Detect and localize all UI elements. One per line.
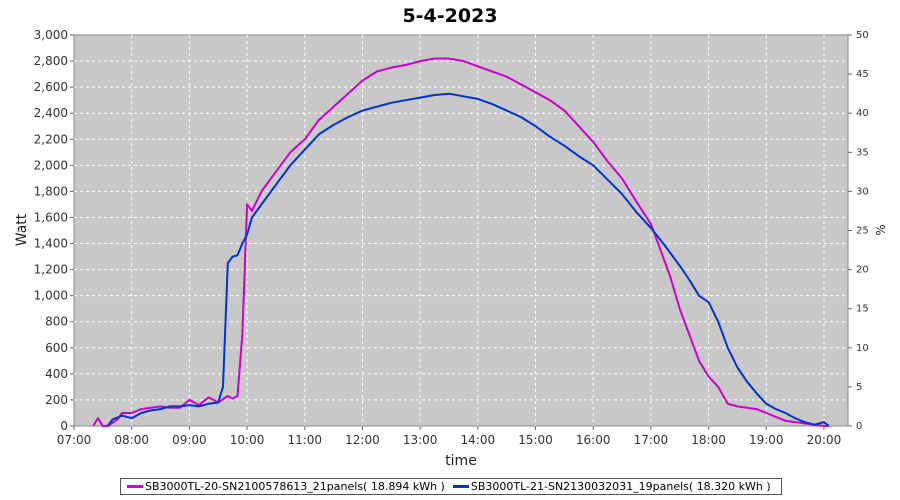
x-tick-label: 17:00 <box>634 433 669 447</box>
x-tick-label: 08:00 <box>114 433 149 447</box>
y2-tick-label: 0 <box>856 421 862 432</box>
y-tick-label: 2,600 <box>34 80 68 94</box>
y2-tick-label: 30 <box>856 186 869 197</box>
legend: SB3000TL-20-SN2100578613_21panels( 18.89… <box>120 478 782 495</box>
y-axis-left: 0 200 400 600 800 1,000 1,200 1,400 1,600 1,800 2,… <box>34 28 74 433</box>
x-tick-label: 15:00 <box>518 433 553 447</box>
y-tick-label: 400 <box>45 367 68 381</box>
y-tick-label: 2,400 <box>34 106 68 120</box>
y-tick-label: 1,400 <box>34 237 68 251</box>
y-tick-label: 3,000 <box>34 28 68 42</box>
y2-tick-label: 50 <box>856 30 869 41</box>
legend-label-1: SB3000TL-20-SN2100578613_21panels( 18.89… <box>145 480 445 493</box>
chart-title: 5-4-2023 <box>402 5 497 27</box>
x-tick-label: 19:00 <box>749 433 784 447</box>
x-tick-label: 07:00 <box>57 433 92 447</box>
y-tick-label: 1,000 <box>34 289 68 303</box>
y-axis-right: 0 5 10 15 20 25 30 35 40 45 50 <box>848 30 869 432</box>
x-tick-label: 10:00 <box>230 433 265 447</box>
legend-swatch-2 <box>452 485 469 488</box>
y-tick-label: 800 <box>45 315 68 329</box>
x-tick-label: 11:00 <box>287 433 322 447</box>
y2-tick-label: 15 <box>856 304 869 315</box>
y2-axis-title: % <box>874 224 888 235</box>
x-tick-label: 20:00 <box>807 433 842 447</box>
y-tick-label: 2,200 <box>34 132 68 146</box>
y2-tick-label: 35 <box>856 147 869 158</box>
y2-tick-label: 20 <box>856 265 869 276</box>
legend-label-2: SB3000TL-21-SN2130032031_19panels( 18.32… <box>470 480 771 493</box>
y-tick-label: 1,600 <box>34 210 68 224</box>
legend-entry-1: SB3000TL-20-SN2100578613_21panels( 18.89… <box>127 480 445 493</box>
y2-tick-label: 45 <box>856 69 869 80</box>
y2-tick-label: 5 <box>856 382 862 393</box>
y-tick-label: 1,200 <box>34 263 68 277</box>
y-tick-label: 600 <box>45 341 68 355</box>
y-tick-label: 2,000 <box>34 158 68 172</box>
y2-tick-label: 10 <box>856 343 869 354</box>
y2-tick-label: 40 <box>856 108 869 119</box>
legend-swatch-1 <box>127 485 143 488</box>
y2-tick-label: 25 <box>856 226 869 237</box>
series-line-2 <box>106 92 830 427</box>
x-axis-title: time <box>445 453 477 469</box>
y-axis-title: Watt <box>14 213 30 246</box>
y-tick-label: 0 <box>60 419 68 433</box>
x-tick-label: 14:00 <box>461 433 496 447</box>
plot-area <box>73 34 849 427</box>
x-tick-label: 16:00 <box>576 433 611 447</box>
series-lines <box>92 57 830 427</box>
y-tick-label: 2,800 <box>34 54 68 68</box>
x-axis: 07:00 08:00 09:00 10:00 11:00 12:00 13:00 14:00… <box>57 426 842 447</box>
x-tick-label: 13:00 <box>403 433 438 447</box>
legend-entry-2: SB3000TL-21-SN2130032031_19panels( 18.32… <box>452 480 771 493</box>
y-tick-label: 1,800 <box>34 184 68 198</box>
x-tick-label: 12:00 <box>345 433 380 447</box>
x-tick-label: 09:00 <box>172 433 207 447</box>
y-tick-label: 200 <box>45 393 68 407</box>
x-tick-label: 18:00 <box>691 433 726 447</box>
